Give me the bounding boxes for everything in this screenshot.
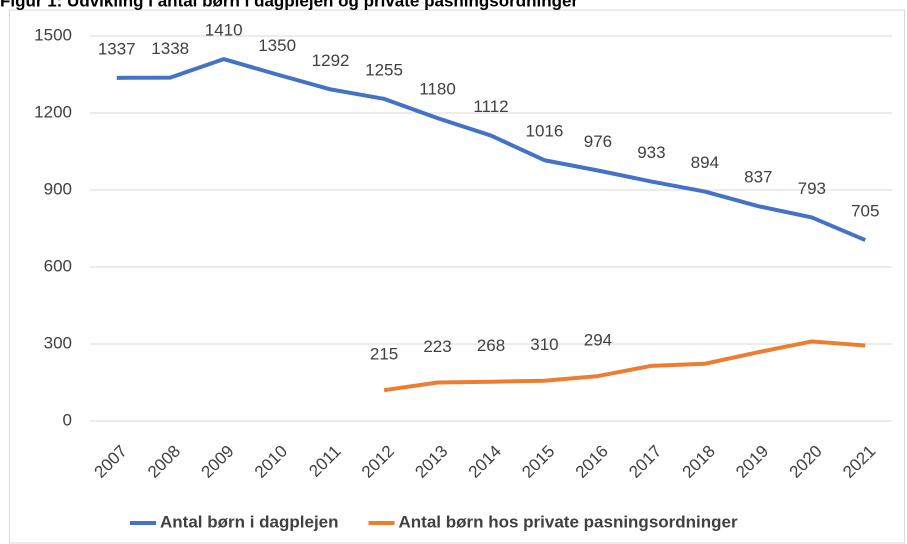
- x-tick-label: 2018: [679, 442, 719, 482]
- y-tick-label: 0: [63, 410, 72, 429]
- legend-label: Antal børn i dagplejen: [160, 512, 339, 531]
- data-label: 705: [851, 202, 879, 221]
- data-label: 1292: [312, 51, 350, 70]
- chart-title: Figur 1: Udvikling i antal børn i dagple…: [0, 0, 578, 10]
- data-label: 1112: [473, 97, 508, 116]
- y-tick-label: 900: [44, 179, 72, 198]
- data-label: 1410: [205, 21, 243, 40]
- series-line: [116, 57, 867, 242]
- data-label: 837: [744, 168, 772, 187]
- y-tick-label: 1500: [34, 25, 72, 44]
- data-label: 268: [477, 336, 505, 355]
- x-tick-label: 2020: [786, 442, 826, 482]
- x-tick-label: 2017: [625, 442, 665, 482]
- x-tick-label: 2016: [572, 442, 612, 482]
- data-label: 1180: [419, 80, 456, 99]
- x-tick-label: 2021: [839, 442, 879, 482]
- chart-frame: [9, 9, 905, 544]
- data-label: 1255: [365, 60, 403, 79]
- data-label: 1338: [151, 39, 189, 58]
- x-tick-label: 2007: [91, 442, 131, 482]
- y-tick-label: 600: [44, 256, 72, 275]
- y-tick-label: 1200: [34, 102, 72, 121]
- x-tick-label: 2019: [732, 442, 772, 482]
- x-tick-label: 2010: [251, 442, 291, 482]
- x-tick-label: 2013: [411, 442, 451, 482]
- data-label: 976: [584, 132, 612, 151]
- data-label: 294: [584, 331, 612, 350]
- series-line: [383, 339, 866, 393]
- x-tick-label: 2011: [305, 442, 344, 481]
- data-label: 793: [798, 179, 826, 198]
- x-tick-label: 2012: [358, 442, 398, 482]
- y-tick-label: 300: [44, 333, 72, 352]
- x-tick-label: 2009: [197, 442, 237, 482]
- x-tick-label: 2015: [518, 442, 558, 482]
- x-tick-label: 2014: [465, 442, 505, 482]
- x-tick-label: 2008: [144, 442, 184, 482]
- data-label: 223: [423, 337, 451, 356]
- data-label: 933: [637, 143, 665, 162]
- legend-label: Antal børn hos private pasningsordninger: [399, 512, 738, 531]
- data-label: 894: [691, 153, 719, 172]
- data-label: 1350: [258, 36, 296, 55]
- data-label: 1337: [98, 39, 136, 58]
- data-label: 215: [370, 345, 398, 364]
- data-label: 1016: [526, 122, 564, 141]
- data-label: 310: [530, 335, 558, 354]
